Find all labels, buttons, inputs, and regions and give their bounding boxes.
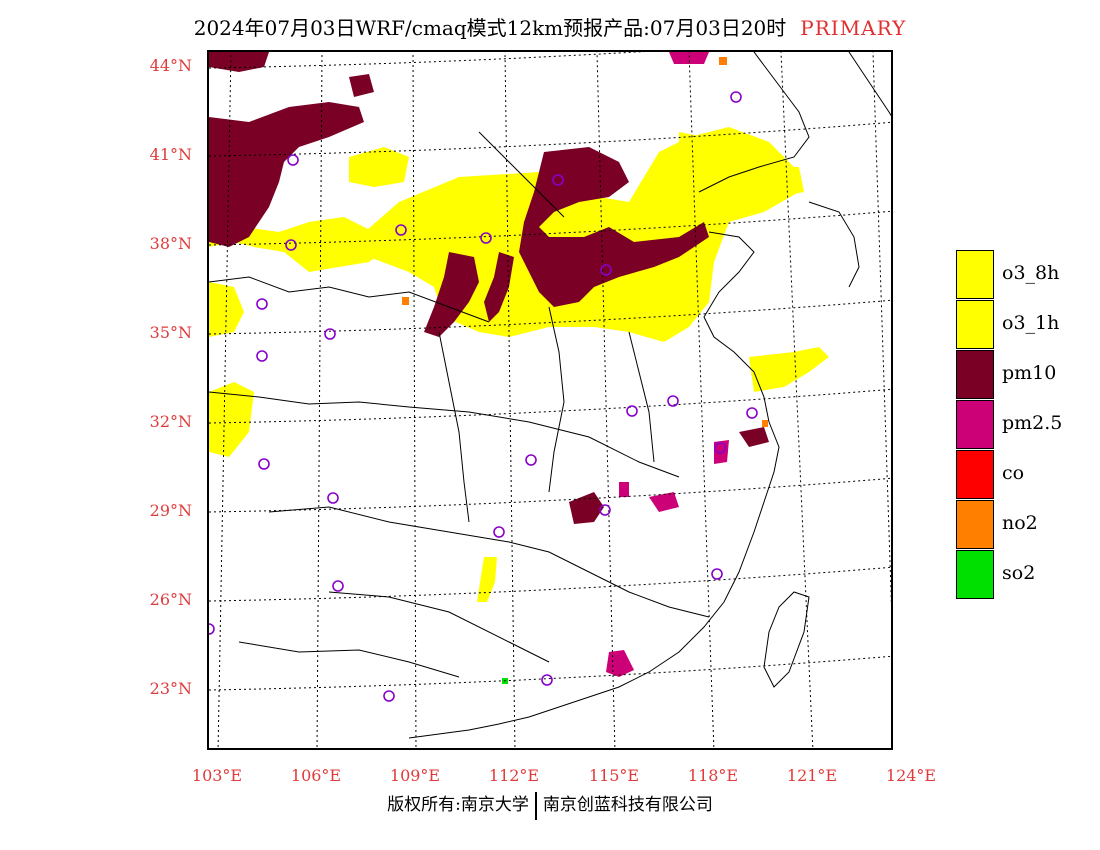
lat-label-23: 23°N [149, 679, 192, 698]
legend-label-co: co [1002, 462, 1025, 484]
lon-label-103: 103°E [191, 766, 243, 785]
legend-label-pm25: pm2.5 [1002, 412, 1063, 434]
lon-label-109: 109°E [389, 766, 441, 785]
legend-swatch-co [956, 450, 994, 499]
station-marker [541, 674, 553, 686]
legend-label-o3-8h: o3_8h [1002, 262, 1060, 284]
copyright-footer: 版权所有:南京大学 南京创蓝科技有限公司 [0, 790, 1100, 820]
copyright-right: 南京创蓝科技有限公司 [542, 795, 713, 815]
copyright-left: 版权所有:南京大学 [387, 795, 529, 815]
station-marker [600, 264, 612, 276]
station-marker [711, 568, 723, 580]
station-marker [256, 350, 268, 362]
station-marker [395, 224, 407, 236]
station-markers [209, 91, 758, 702]
station-marker [746, 407, 758, 419]
lon-label-106: 106°E [290, 766, 342, 785]
no2-region-layer [402, 57, 768, 427]
legend-swatch-o3-1h [956, 300, 994, 349]
station-marker [383, 690, 395, 702]
legend-swatch-o3-8h [956, 250, 994, 299]
lat-label-44: 44°N [149, 56, 192, 75]
coastline-borders [209, 52, 891, 739]
lat-label-32: 32°N [149, 412, 192, 431]
station-marker [525, 454, 537, 466]
lon-label-121: 121°E [786, 766, 838, 785]
station-marker [256, 298, 268, 310]
station-marker [552, 174, 564, 186]
footer-separator [534, 791, 537, 820]
primary-flag: PRIMARY [800, 16, 907, 40]
station-marker [730, 91, 742, 103]
lon-label-118: 118°E [687, 766, 739, 785]
lon-label-115: 115°E [588, 766, 640, 785]
legend-label-so2: so2 [1002, 562, 1036, 584]
station-marker [626, 405, 638, 417]
station-marker [332, 580, 344, 592]
lon-label-112: 112°E [488, 766, 540, 785]
legend-label-no2: no2 [1002, 512, 1038, 534]
station-marker [209, 623, 215, 635]
lon-label-124: 124°E [885, 766, 937, 785]
o3-region-layer [209, 127, 829, 602]
legend-label-o3-1h: o3_1h [1002, 312, 1060, 334]
map-title: 2024年07月03日WRF/cmaq模式12km预报产品:07月03日20时 P… [0, 12, 1100, 41]
legend-label-pm10: pm10 [1002, 362, 1057, 384]
station-marker [258, 458, 270, 470]
lat-label-38: 38°N [149, 234, 192, 253]
station-marker [480, 232, 492, 244]
lat-label-35: 35°N [149, 323, 192, 342]
lat-label-26: 26°N [149, 590, 192, 609]
station-marker [667, 395, 679, 407]
lat-label-41: 41°N [149, 145, 192, 164]
legend-swatch-pm10 [956, 350, 994, 399]
legend-swatch-pm25 [956, 400, 994, 449]
station-marker [287, 154, 299, 166]
forecast-map [207, 50, 893, 750]
station-marker [327, 492, 339, 504]
pm10-region-layer [209, 52, 769, 524]
station-marker [493, 526, 505, 538]
legend-swatch-no2 [956, 500, 994, 549]
station-marker [599, 504, 611, 516]
station-marker [324, 328, 336, 340]
graticule [209, 52, 891, 748]
legend-swatch-so2 [956, 550, 994, 599]
title-text: 2024年07月03日WRF/cmaq模式12km预报产品:07月03日20时 [193, 16, 787, 40]
station-marker [714, 442, 726, 454]
map-canvas [209, 52, 891, 748]
station-marker [285, 239, 297, 251]
lat-label-29: 29°N [149, 501, 192, 520]
